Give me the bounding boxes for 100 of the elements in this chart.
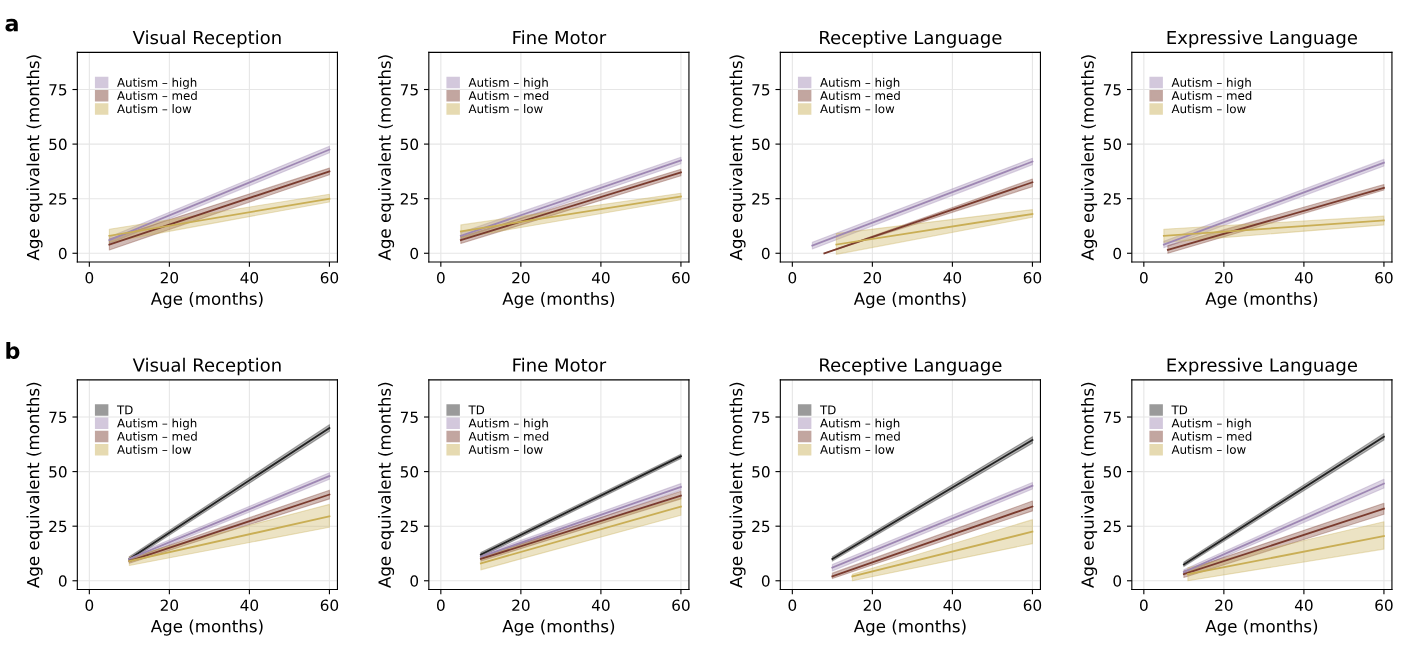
x-tick-label: 20 <box>160 599 179 612</box>
legend-label: Autism – low <box>468 104 543 114</box>
x-axis-title: Age (months) <box>853 619 966 636</box>
x-tick-label: 20 <box>512 599 530 612</box>
legend-label: TD <box>116 405 133 415</box>
legend-label: Autism – low <box>468 444 543 454</box>
x-tick-label: 40 <box>591 271 610 284</box>
y-tick-label: 25 <box>1103 520 1121 533</box>
y-tick-label: 50 <box>752 466 770 478</box>
x-tick-label: 0 <box>1139 271 1148 284</box>
y-tick-label: 50 <box>752 138 770 151</box>
y-tick-label: 50 <box>49 466 67 478</box>
legend-label: Autism – med <box>1171 90 1252 101</box>
text: a <box>5 18 18 32</box>
legend-label: Autism – med <box>117 431 197 441</box>
y-tick-label: 75 <box>1103 411 1121 424</box>
legend-label: Autism – high <box>1171 418 1251 430</box>
x-tick-label: 40 <box>1294 599 1313 612</box>
legend-label: Autism – low <box>1171 104 1246 114</box>
y-axis-title: Age equivalent (months) <box>26 382 43 588</box>
chart-title: Fine Motor <box>513 357 607 372</box>
x-tick-label: 0 <box>1139 599 1148 612</box>
y-tick-label: 0 <box>761 247 770 260</box>
chart-title: Visual Reception <box>132 357 281 376</box>
y-tick-label: 75 <box>752 84 770 96</box>
x-tick-label: 0 <box>85 271 94 284</box>
x-tick-label: 60 <box>672 271 690 284</box>
x-tick-label: 40 <box>943 599 962 612</box>
y-axis-title: Age equivalent (months) <box>377 55 395 261</box>
y-tick-label: 75 <box>49 411 67 424</box>
x-tick-label: 60 <box>1375 599 1393 612</box>
y-axis-title: Age equivalent (months) <box>1080 382 1098 588</box>
legend-label: Autism – low <box>1171 444 1246 454</box>
x-tick-label: 20 <box>512 271 530 284</box>
legend-label: TD <box>819 405 836 415</box>
chart-title: Visual Reception <box>132 30 281 48</box>
y-tick-label: 0 <box>58 575 67 587</box>
y-tick-label: 50 <box>1103 138 1122 151</box>
x-axis-title: Age (months) <box>502 619 615 636</box>
y-tick-label: 25 <box>49 520 67 533</box>
legend-label: Autism – high <box>117 418 197 430</box>
y-tick-label: 50 <box>49 138 67 151</box>
y-tick-label: 0 <box>410 575 419 587</box>
legend-label: Autism – low <box>820 444 895 454</box>
y-tick-label: 50 <box>1103 466 1122 478</box>
y-axis-title: Age equivalent (months) <box>26 55 43 261</box>
x-tick-label: 0 <box>436 271 445 284</box>
chart-title: Expressive Language <box>1167 357 1357 376</box>
x-tick-label: 20 <box>863 599 882 612</box>
y-tick-label: 25 <box>400 520 418 533</box>
y-axis-title: Age equivalent (months) <box>729 382 746 588</box>
legend-label: Autism – med <box>468 431 549 441</box>
x-tick-label: 20 <box>863 271 882 284</box>
x-tick-label: 0 <box>85 599 94 612</box>
y-tick-label: 25 <box>752 193 770 205</box>
x-tick-label: 20 <box>1215 599 1233 612</box>
text: b <box>6 341 20 360</box>
legend-label: Autism – low <box>117 444 192 454</box>
y-tick-label: 75 <box>752 411 770 424</box>
y-tick-label: 0 <box>410 247 419 260</box>
x-axis-title: Age (months) <box>150 292 263 309</box>
x-tick-label: 40 <box>240 599 259 612</box>
x-tick-label: 40 <box>591 599 610 612</box>
x-tick-label: 0 <box>788 271 797 284</box>
x-tick-label: 60 <box>320 599 339 612</box>
legend-label: Autism – high <box>1171 77 1251 90</box>
x-axis-title: Age (months) <box>1205 619 1318 636</box>
legend-label: Autism – med <box>468 90 549 101</box>
y-tick-label: 75 <box>400 84 418 96</box>
y-tick-label: 0 <box>58 247 67 260</box>
x-axis-title: Age (months) <box>853 292 966 309</box>
x-tick-label: 20 <box>1215 271 1233 284</box>
chart-title: Receptive Language <box>820 357 1002 376</box>
y-tick-label: 25 <box>400 193 418 205</box>
legend-label: Autism – low <box>820 104 895 114</box>
legend-label: Autism – med <box>1171 431 1252 441</box>
x-tick-label: 0 <box>436 599 445 612</box>
x-tick-label: 60 <box>1023 599 1042 612</box>
legend-label: TD <box>468 405 485 415</box>
x-tick-label: 20 <box>160 271 179 284</box>
chart-title: Receptive Language <box>820 30 1002 48</box>
y-tick-label: 75 <box>49 84 67 96</box>
chart-title: Fine Motor <box>513 30 607 45</box>
x-tick-label: 60 <box>672 599 690 612</box>
x-tick-label: 40 <box>943 271 962 284</box>
x-axis-title: Age (months) <box>150 619 263 636</box>
y-tick-label: 0 <box>1113 575 1122 587</box>
y-tick-label: 75 <box>400 411 418 424</box>
y-axis-title: Age equivalent (months) <box>1080 55 1098 261</box>
x-tick-label: 40 <box>1294 271 1313 284</box>
x-tick-label: 60 <box>1375 271 1393 284</box>
y-axis-title: Age equivalent (months) <box>377 382 395 588</box>
legend-label: Autism – med <box>820 431 900 441</box>
x-axis-title: Age (months) <box>1205 292 1318 309</box>
y-tick-label: 0 <box>761 575 770 587</box>
y-tick-label: 50 <box>400 466 419 478</box>
legend-label: Autism – high <box>820 418 900 430</box>
y-tick-label: 75 <box>1103 84 1121 96</box>
chart-title: Expressive Language <box>1167 30 1357 48</box>
y-axis-title: Age equivalent (months) <box>729 55 746 261</box>
